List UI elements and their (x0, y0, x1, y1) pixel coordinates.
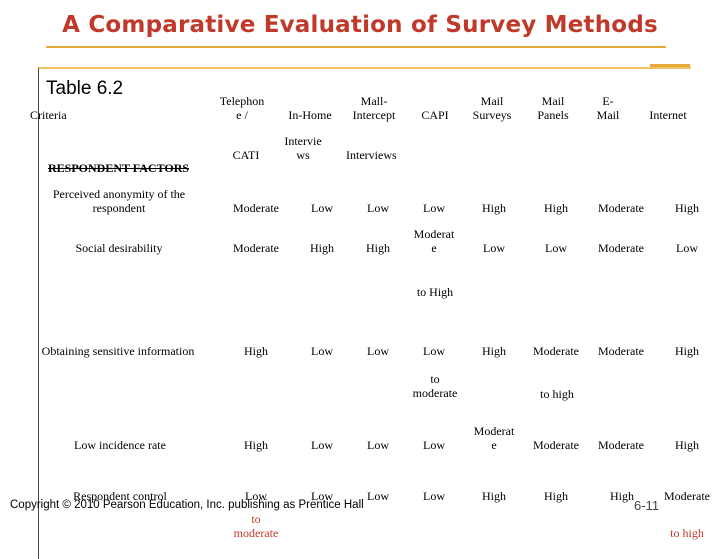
page-title: A Comparative Evaluation of Survey Metho… (62, 12, 658, 38)
row-label-anonymity: Perceived anonymity of the respondent (52, 187, 186, 215)
copyright-footer: Copyright © 2010 Pearson Education, Inc.… (10, 499, 364, 511)
table-cell: Low (311, 438, 333, 452)
column-header-mall-interviews: Interviews (346, 148, 397, 162)
table-cell: Moderat e (473, 424, 515, 452)
column-header-mall-intercept: Mall- Intercept (352, 94, 396, 122)
table-cell: Moderate (664, 489, 710, 503)
table-cell: High (675, 201, 699, 215)
table-cell: Low (483, 241, 505, 255)
table-cell: High (482, 489, 506, 503)
column-header-email: E- Mail (596, 94, 620, 122)
section-label: RESPONDENT FACTORS (48, 161, 190, 175)
table-cell: Moderate (233, 201, 279, 215)
table-cell: High (482, 344, 506, 358)
table-cell: High (675, 344, 699, 358)
page-number: 6-11 (634, 498, 660, 513)
row-label-respondent-control: Respondent control (73, 489, 167, 503)
row-label-sensitive-information: Obtaining sensitive information (41, 344, 195, 358)
table-cell: Low (311, 201, 333, 215)
table-cell: Moderate (533, 344, 579, 358)
table-cell: Low (423, 438, 445, 452)
column-header-capi: CAPI (421, 108, 449, 122)
table-cell: Low (311, 489, 333, 503)
table-label: Table 6.2 (46, 78, 124, 99)
table-cell: High (244, 438, 268, 452)
table-cell: Low (367, 344, 389, 358)
column-header-interviews: Intervie ws (284, 134, 322, 162)
row-label-social-desirability: Social desirability (75, 241, 163, 255)
column-header-mail-surveys: Mail Surveys (472, 94, 512, 122)
row-label-low-incidence: Low incidence rate (74, 438, 166, 452)
table-cell: Low (367, 489, 389, 503)
frame-accent-rule (650, 64, 690, 67)
title-underline (46, 46, 666, 48)
table-cell: Moderate (233, 241, 279, 255)
column-header-internet: Internet (649, 108, 687, 122)
table-cell-note: to high (540, 387, 574, 401)
table-cell: Moderate (598, 344, 644, 358)
table-cell: Moderate (598, 438, 644, 452)
table-cell: High (310, 241, 334, 255)
table-cell: High (482, 201, 506, 215)
table-cell: High (544, 489, 568, 503)
column-header-cati: CATI (232, 148, 260, 162)
table-cell-note: to high (670, 526, 704, 540)
table-cell: Low (311, 344, 333, 358)
table-cell: High (675, 438, 699, 452)
table-cell: High (544, 201, 568, 215)
table-cell: High (610, 489, 634, 503)
table-cell: Low (423, 344, 445, 358)
table-cell: Low (676, 241, 698, 255)
table-cell: Moderat e (413, 227, 455, 255)
table-cell: Low (423, 489, 445, 503)
column-header-telephone: Telephon e / (219, 94, 265, 122)
table-cell: Low (367, 201, 389, 215)
table-cell: Low (367, 438, 389, 452)
column-header-mail-panels: Mail Panels (537, 94, 569, 122)
table-frame (38, 67, 691, 559)
table-cell-note: to moderate (412, 372, 458, 400)
criteria-label: Criteria (30, 108, 67, 122)
table-cell: Moderate (598, 201, 644, 215)
table-cell: Low (423, 201, 445, 215)
table-cell-note: to High (416, 285, 454, 299)
table-cell: Moderate (533, 438, 579, 452)
table-cell: Moderate (598, 241, 644, 255)
table-cell: High (244, 344, 268, 358)
table-cell: Low (245, 489, 267, 503)
table-cell-note: to moderate (233, 512, 279, 540)
table-cell: High (366, 241, 390, 255)
column-header-in-home: In-Home (288, 108, 332, 122)
table-cell: Low (545, 241, 567, 255)
